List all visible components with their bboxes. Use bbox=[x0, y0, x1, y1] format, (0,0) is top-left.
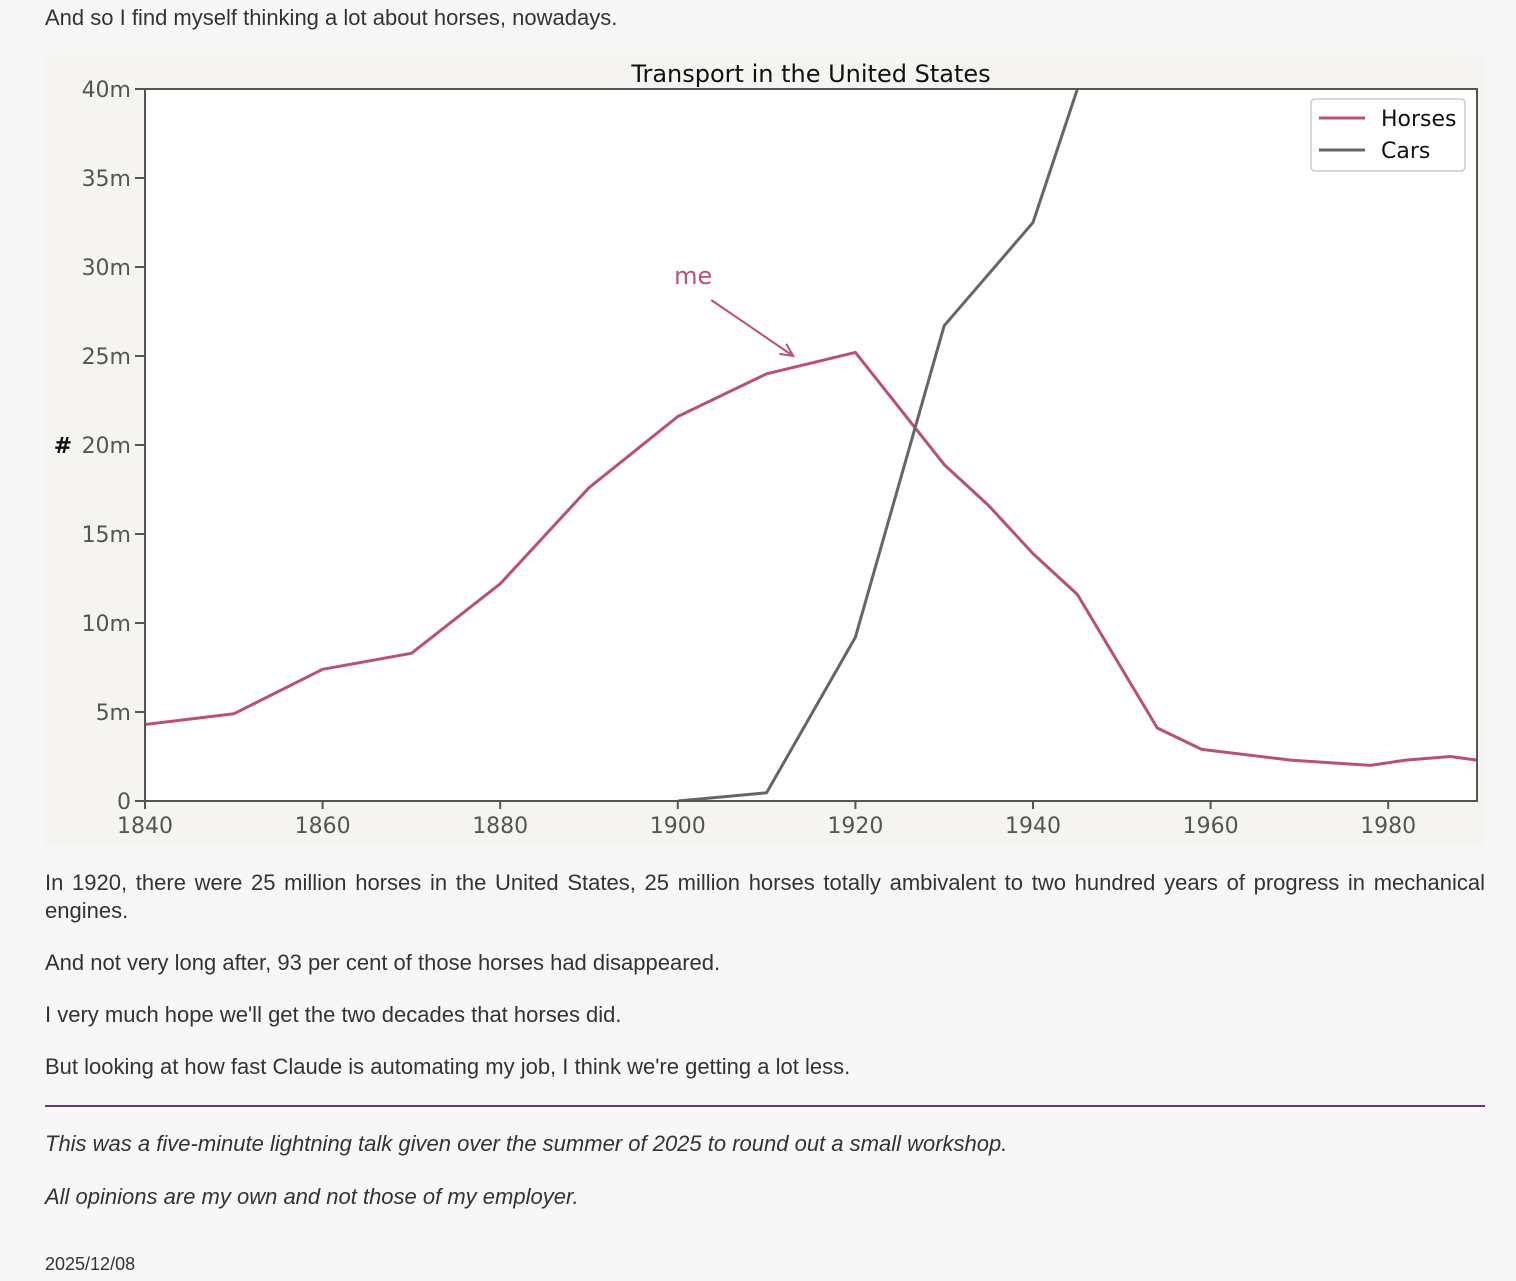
y-tick-label: 40m bbox=[82, 78, 131, 103]
x-axis-ticks: 1840 1860 1880 1900 1920 1940 1960 1980 bbox=[117, 801, 1416, 839]
legend-label: Horses bbox=[1381, 107, 1457, 132]
legend: Horses Cars bbox=[1310, 98, 1466, 172]
plot-frame bbox=[144, 88, 1478, 802]
series-lines bbox=[145, 89, 1477, 801]
chart-svg: Transport in the United States # 0 5m 10m 1… bbox=[54, 60, 1478, 839]
y-tick-label: 0 bbox=[117, 790, 131, 815]
annotation: me bbox=[674, 262, 796, 358]
y-tick-label: 35m bbox=[82, 167, 131, 192]
y-tick-label: 10m bbox=[82, 612, 131, 637]
x-tick-label: 1980 bbox=[1360, 814, 1416, 839]
transport-chart: Transport in the United States # 0 5m 10m 1… bbox=[45, 56, 1485, 846]
paragraph-1: In 1920, there were 25 million horses in… bbox=[45, 870, 1485, 923]
paragraph-2: And not very long after, 93 per cent of … bbox=[45, 950, 721, 975]
series-line-cars bbox=[677, 89, 1079, 801]
section-divider bbox=[45, 1105, 1485, 1107]
y-axis-label: # bbox=[54, 434, 72, 459]
annotation-arrow bbox=[710, 299, 794, 357]
x-tick-label: 1940 bbox=[1005, 814, 1061, 839]
series-line-horses bbox=[145, 350, 1477, 767]
intro-paragraph: And so I find myself thinking a lot abou… bbox=[45, 5, 618, 30]
annotation-arrowhead bbox=[779, 343, 796, 358]
y-tick-label: 30m bbox=[82, 256, 131, 281]
legend-label: Cars bbox=[1381, 139, 1430, 164]
plot-background bbox=[145, 89, 1477, 801]
y-tick-label: 5m bbox=[96, 701, 131, 726]
x-tick-label: 1880 bbox=[472, 814, 528, 839]
paragraph-4: But looking at how fast Claude is automa… bbox=[45, 1054, 851, 1079]
y-tick-label: 25m bbox=[82, 345, 131, 370]
x-tick-label: 1860 bbox=[295, 814, 351, 839]
y-tick-label: 20m bbox=[82, 434, 131, 459]
y-axis-ticks: 0 5m 10m 15m 20m 25m 30m 35m 40m bbox=[82, 78, 145, 815]
paragraph-3: I very much hope we'll get the two decad… bbox=[45, 1002, 622, 1027]
footnote-1: This was a five-minute lightning talk gi… bbox=[45, 1131, 1008, 1156]
x-tick-label: 1960 bbox=[1183, 814, 1239, 839]
x-tick-label: 1900 bbox=[650, 814, 706, 839]
chart-title: Transport in the United States bbox=[630, 60, 990, 88]
x-tick-label: 1840 bbox=[117, 814, 173, 839]
annotation-label: me bbox=[674, 262, 712, 290]
post-date: 2025/12/08 bbox=[45, 1254, 136, 1274]
x-tick-label: 1920 bbox=[827, 814, 883, 839]
y-tick-label: 15m bbox=[82, 523, 131, 548]
footnote-2: All opinions are my own and not those of… bbox=[45, 1184, 579, 1209]
